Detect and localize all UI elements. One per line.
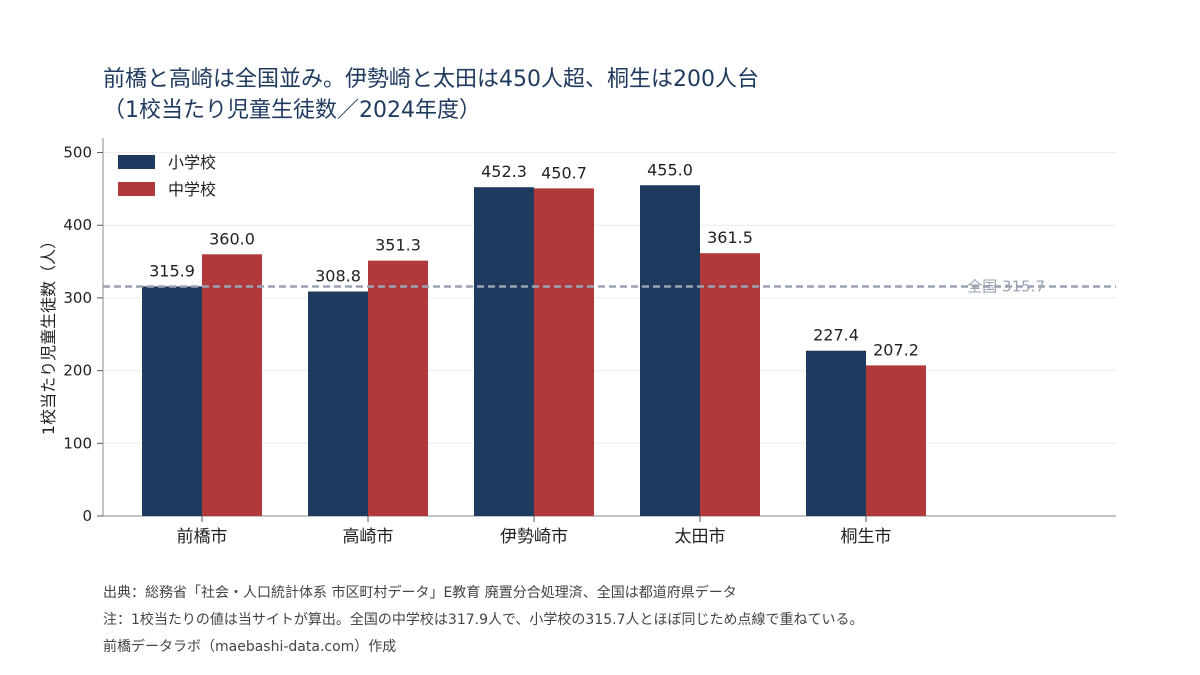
- legend-label: 中学校: [168, 180, 216, 199]
- reference-line-label: 全国 315.7: [967, 278, 1045, 296]
- bar-value-label: 455.0: [647, 160, 693, 179]
- y-tick-label: 500: [63, 144, 92, 162]
- bar: [866, 365, 926, 516]
- bar-value-label: 452.3: [481, 162, 527, 181]
- bar-value-label: 207.2: [873, 340, 919, 359]
- y-tick-label: 400: [63, 216, 92, 234]
- bar: [534, 188, 594, 516]
- method-note: 注：1校当たりの値は当サイトが算出。全国の中学校は317.9人で、小学校の315…: [103, 611, 864, 628]
- bar: [474, 187, 534, 516]
- bar: [640, 185, 700, 516]
- credit-note: 前橋データラボ（maebashi-data.com）作成: [103, 638, 396, 655]
- x-tick-label: 前橋市: [177, 527, 228, 547]
- y-tick-label: 200: [63, 362, 92, 380]
- bar-value-label: 315.9: [149, 261, 195, 280]
- x-tick-label: 伊勢崎市: [500, 527, 568, 547]
- y-tick-label: 300: [63, 289, 92, 307]
- bar-value-label: 450.7: [541, 163, 587, 182]
- gridlines: [103, 152, 1116, 444]
- bars: [142, 185, 926, 517]
- value-labels: 315.9 360.0 308.8 351.3 452.3 450.7 455.0 361.5…: [149, 160, 919, 359]
- legend-label: 小学校: [168, 153, 216, 172]
- reference-line-group: 全国 315.7: [103, 278, 1116, 296]
- y-axis-label: 1校当たり児童生徒数（人）: [39, 233, 58, 435]
- axes: 0 100 200 300 400 500 前橋市 高崎市 伊勢崎市 太田市 桐生市: [63, 138, 1116, 547]
- bar: [202, 254, 262, 517]
- bar: [142, 286, 202, 516]
- bar-value-label: 360.0: [209, 229, 255, 248]
- bar-value-label: 361.5: [707, 228, 753, 247]
- x-tick-label: 太田市: [675, 527, 726, 547]
- bar-value-label: 351.3: [375, 236, 421, 255]
- bar-value-label: 227.4: [813, 326, 859, 345]
- legend-swatch: [118, 155, 155, 169]
- y-tick-label: 100: [63, 434, 92, 452]
- chart-title-line-1: 前橋と高崎は全国並み。伊勢崎と太田は450人超、桐生は200人台: [103, 67, 759, 92]
- legend-swatch: [118, 182, 155, 196]
- source-note: 出典：総務省「社会・人口統計体系 市区町村データ」E教育 廃置分合処理済、全国は…: [103, 584, 737, 601]
- chart-title: 前橋と高崎は全国並み。伊勢崎と太田は450人超、桐生は200人台 （1校当たり児…: [103, 67, 759, 123]
- x-tick-label: 桐生市: [841, 527, 892, 547]
- bar: [700, 253, 760, 517]
- bar-value-label: 308.8: [315, 267, 361, 286]
- chart-title-line-2: （1校当たり児童生徒数／2024年度）: [103, 98, 481, 123]
- x-tick-label: 高崎市: [343, 527, 394, 547]
- y-tick-label: 0: [82, 507, 92, 525]
- bar: [308, 291, 368, 516]
- bar: [806, 350, 866, 516]
- footer: 出典：総務省「社会・人口統計体系 市区町村データ」E教育 廃置分合処理済、全国は…: [103, 584, 864, 655]
- bar: [368, 260, 428, 516]
